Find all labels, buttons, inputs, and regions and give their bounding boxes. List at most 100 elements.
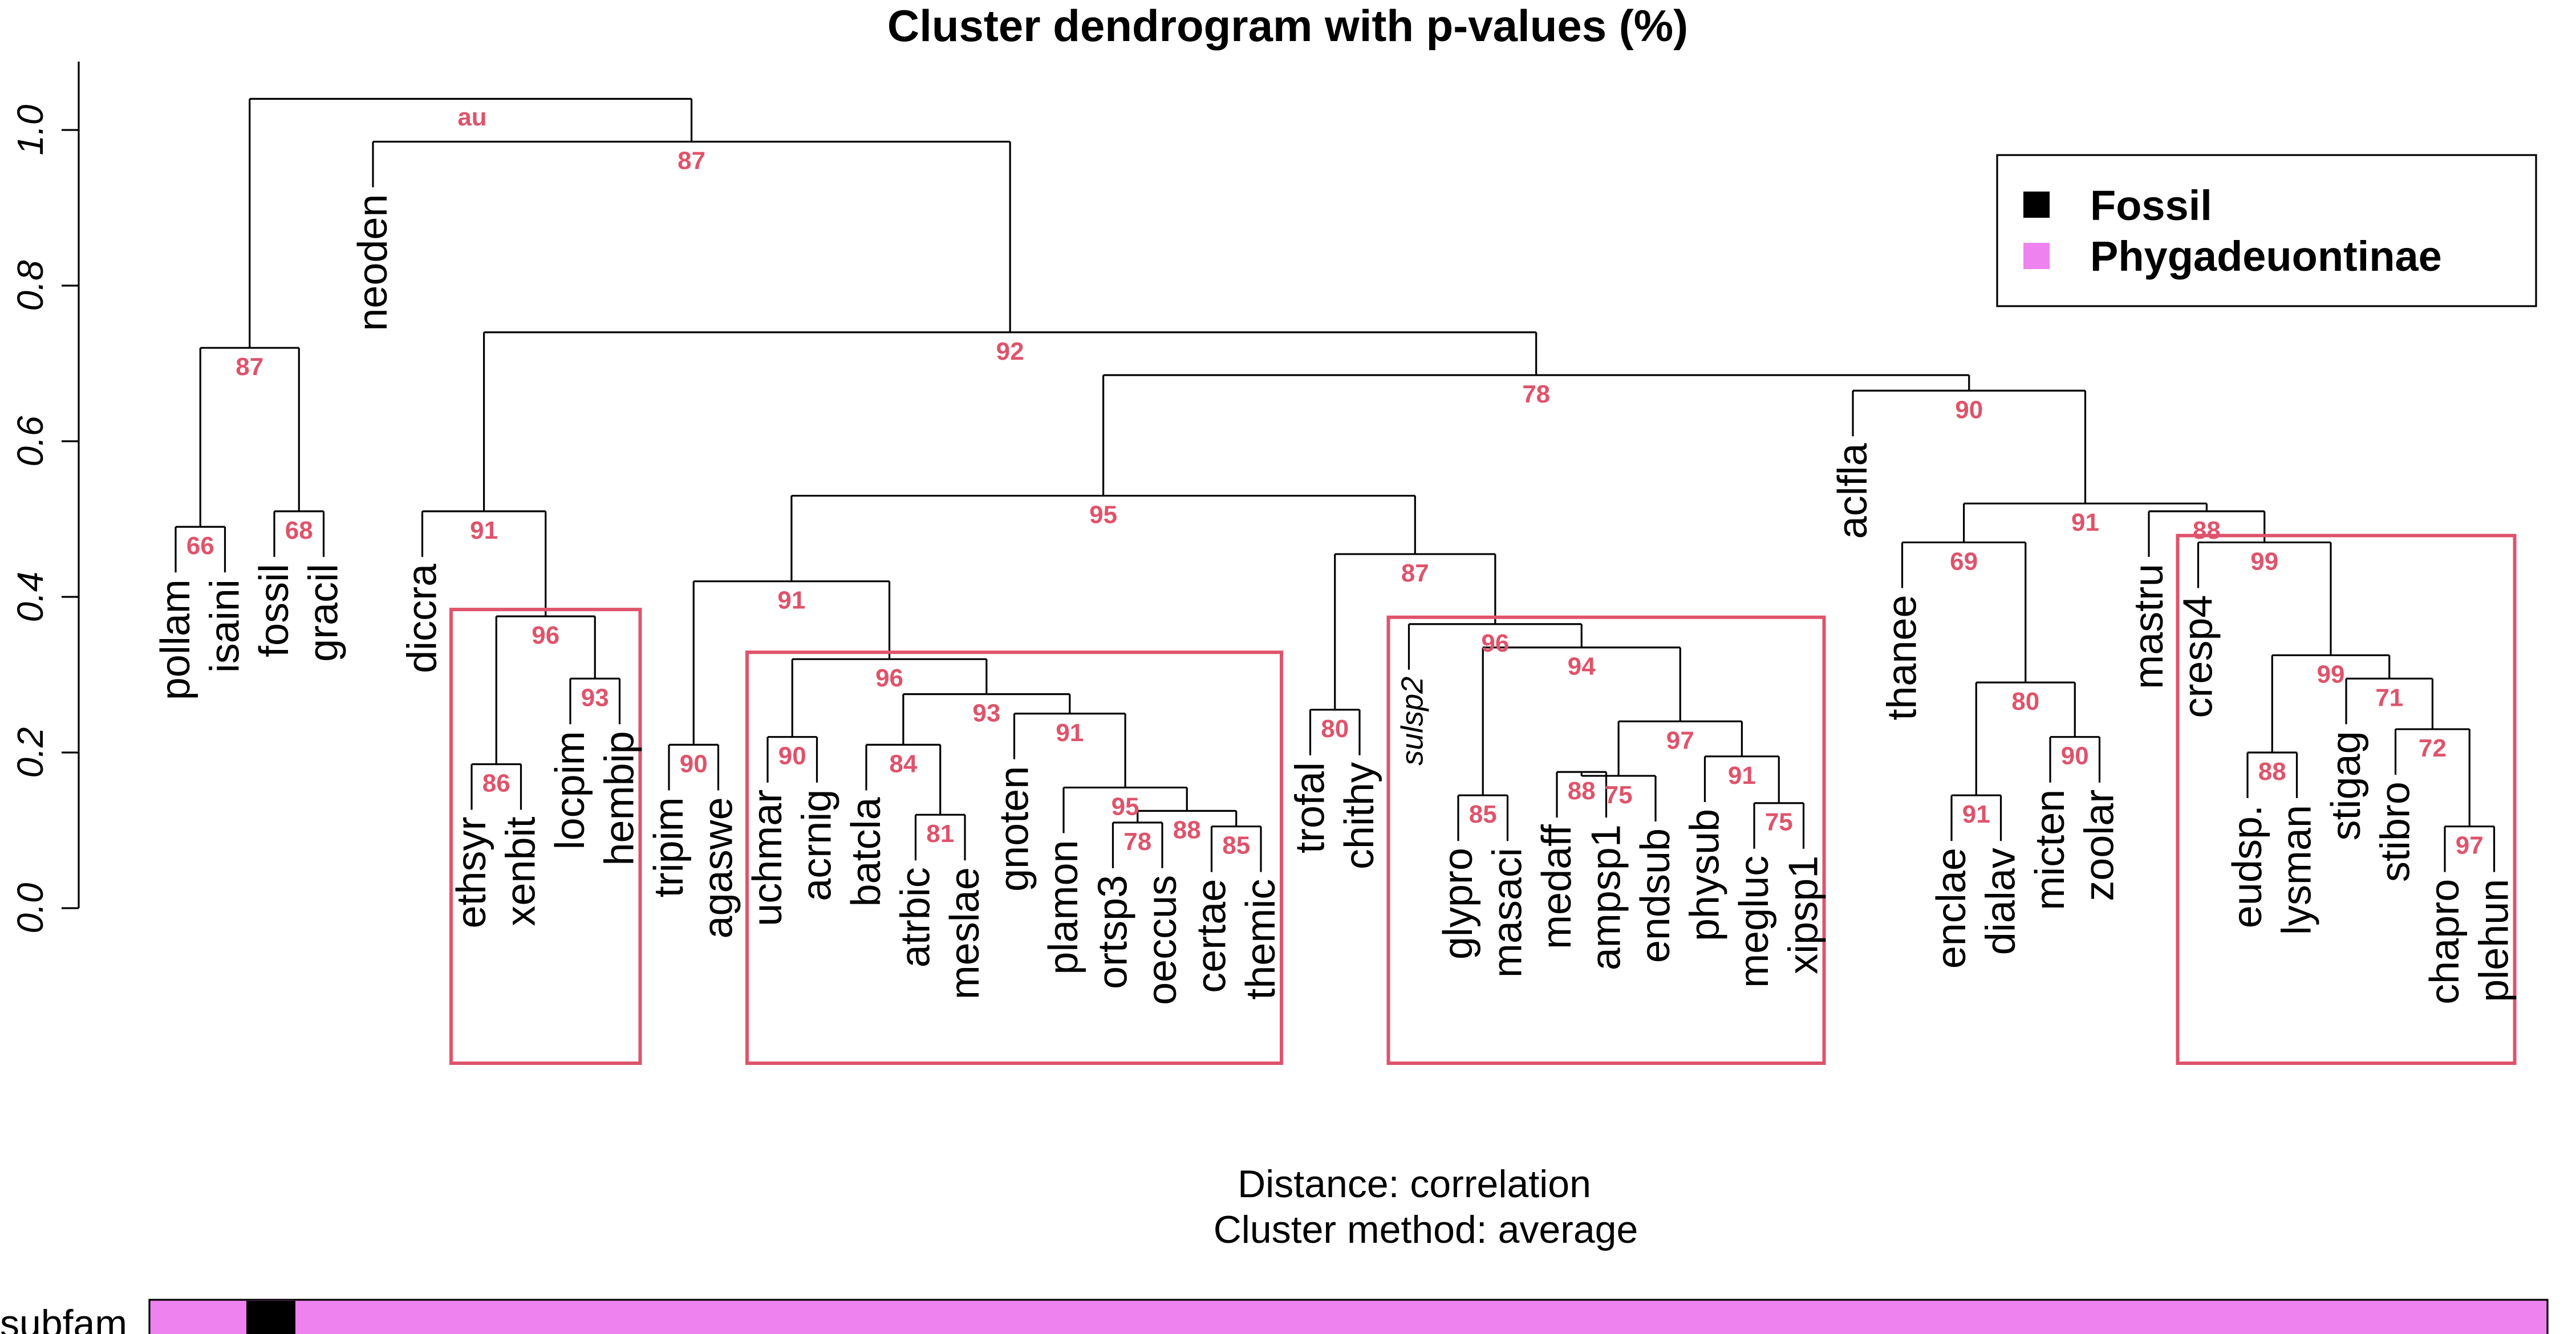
leaf-label-endsub: endsub [1633, 828, 1678, 963]
y-tick-label: 0.6 [10, 416, 51, 466]
leaf-text: trofal [1288, 762, 1333, 853]
pvalue-labels: 66 68 87 86 93 96 91 90 90 81 84 78 85 88 95 91 93 96 91 80… [186, 147, 2484, 859]
leaf-label-uchmar: uchmar [745, 790, 790, 926]
leaf-text: gnoten [992, 766, 1037, 892]
leaf-text: stibro [2373, 782, 2419, 882]
leaf-label-aclfla: aclfla [1830, 442, 1876, 539]
leaf-label-enclae: enclae [1929, 848, 1974, 969]
pvalue-c44: 78 [1522, 380, 1550, 408]
leaf-label-themic: themic [1238, 879, 1284, 1000]
y-tick-label: 0.0 [10, 882, 51, 933]
leaf-text: thanee [1880, 595, 1925, 720]
leaf-label-mastru: mastru [2126, 564, 2172, 689]
leaf-label-plehun: plehun [2472, 879, 2517, 1002]
leaf-label-physub: physub [1682, 809, 1728, 941]
pvalue-c8: 90 [680, 750, 708, 778]
leaf-text: agaswe [696, 797, 741, 938]
leaf-text: diccra [400, 563, 445, 673]
pvalue-c26: 97 [1666, 726, 1694, 754]
leaf-label-pollam: pollam [153, 579, 198, 700]
pvalue-c37: 72 [2419, 734, 2447, 762]
leaf-text: locpim [547, 731, 593, 849]
legend-swatch-fossil [2023, 192, 2050, 218]
leaf-text: dialav [1978, 848, 2024, 955]
distance-note: Distance: correlation [1238, 1162, 1591, 1206]
leaf-label-trofal: trofal [1288, 762, 1333, 853]
leaf-label-atrbic: atrbic [893, 867, 939, 967]
pvalue-c6: 96 [532, 621, 559, 649]
leaf-label-dialav: dialav [1978, 848, 2024, 955]
leaf-label-chithy: chithy [1337, 762, 1382, 869]
leaf-label-stigag: stigag [2323, 731, 2369, 840]
y-tick-text: 0.8 [10, 260, 51, 311]
y-tick-text: 0.6 [10, 416, 51, 466]
pvalue-c19: 91 [777, 587, 805, 615]
pvalue-c9: 90 [778, 742, 806, 770]
pvalue-c15: 95 [1111, 792, 1139, 820]
subfamily-bar-fossil-cell [246, 1301, 295, 1334]
pvalue-c16: 91 [1056, 719, 1084, 747]
leaf-label-agaswe: agaswe [696, 797, 741, 938]
leaf-label-thanee: thanee [1880, 595, 1925, 720]
leaf-text: physub [1682, 809, 1728, 941]
highlight-boxes [449, 534, 2517, 1065]
leaf-text: stigag [2323, 731, 2369, 840]
leaf-label-ampsp1: ampsp1 [1584, 824, 1629, 970]
cluster-method-note: Cluster method: average [1214, 1208, 1638, 1251]
leaf-text: endsub [1633, 828, 1678, 963]
pvalue-c21: 85 [1469, 800, 1497, 828]
leaf-label-isaini: isaini [202, 579, 248, 673]
y-tick-label: 0.4 [10, 572, 51, 623]
pvalue-c7: 91 [470, 516, 498, 544]
leaf-label-ethsyr: ethsyr [449, 816, 494, 928]
leaf-label-stibro: stibro [2373, 782, 2419, 882]
highlight-box-c28 [1386, 615, 1826, 1065]
pvalue-c43: 90 [1955, 396, 1983, 424]
pvalue-c41: 88 [2193, 516, 2221, 544]
pvalue-c27: 94 [1568, 653, 1596, 681]
leaf-label-zoolar: zoolar [2077, 790, 2123, 901]
leaf-text: zoolar [2077, 790, 2123, 901]
leaf-text: certae [1189, 879, 1235, 993]
leaf-text: ampsp1 [1584, 824, 1629, 970]
leaf-text: eudsp. [2225, 805, 2270, 928]
leaf-label-sulsp2: sulsp2 [1395, 677, 1430, 766]
leaf-label-chapro: chapro [2422, 879, 2468, 1004]
leaf-label-diccra: diccra [400, 563, 445, 673]
pvalue-c30: 95 [1089, 501, 1117, 529]
leaf-text: cresp4 [2176, 595, 2221, 718]
leaf-text: themic [1238, 879, 1284, 1000]
pvalue-c11: 84 [889, 750, 917, 778]
leaf-text: megluc [1731, 856, 1777, 988]
leaf-label-cresp4: cresp4 [2176, 595, 2221, 718]
leaf-text: mastru [2126, 564, 2172, 689]
leaf-label-gnoten: gnoten [992, 766, 1037, 892]
y-tick-label: 0.8 [10, 260, 51, 311]
leaf-text: meslae [942, 867, 988, 999]
leaf-label-xenbit: xenbit [498, 816, 544, 926]
pvalue-c35: 88 [2258, 758, 2286, 786]
highlight-box-c6 [449, 608, 642, 1065]
leaf-label-certae: certae [1189, 879, 1235, 993]
pvalue-c2: 68 [285, 516, 313, 544]
pvalue-c3: 87 [236, 353, 263, 381]
leaf-text: xipsp1 [1781, 856, 1827, 974]
pvalue-c36: 97 [2456, 832, 2484, 860]
leaf-label-meslae: meslae [942, 867, 988, 999]
leaf-label-lysman: lysman [2274, 805, 2320, 935]
leaf-label-micten: micten [2027, 790, 2073, 910]
pvalue-c29: 87 [1401, 559, 1429, 587]
leaf-text: lysman [2274, 805, 2320, 935]
pvalue-c25: 91 [1728, 762, 1756, 790]
pvalue-c22: 88 [1568, 777, 1596, 805]
pvalue-c33: 80 [2011, 688, 2039, 715]
leaf-text: oeccus [1139, 875, 1185, 1005]
leaf-label-batcla: batcla [843, 796, 889, 906]
leaf-text: isaini [202, 579, 248, 673]
pvalue-c10: 81 [926, 820, 954, 848]
pvalue-c13: 85 [1222, 832, 1250, 860]
subfamily-bar-base [148, 1299, 2549, 1334]
leaf-label-megluc: megluc [1731, 856, 1777, 988]
dendrogram-tree [175, 97, 2496, 872]
leaf-text: pollam [153, 579, 198, 700]
